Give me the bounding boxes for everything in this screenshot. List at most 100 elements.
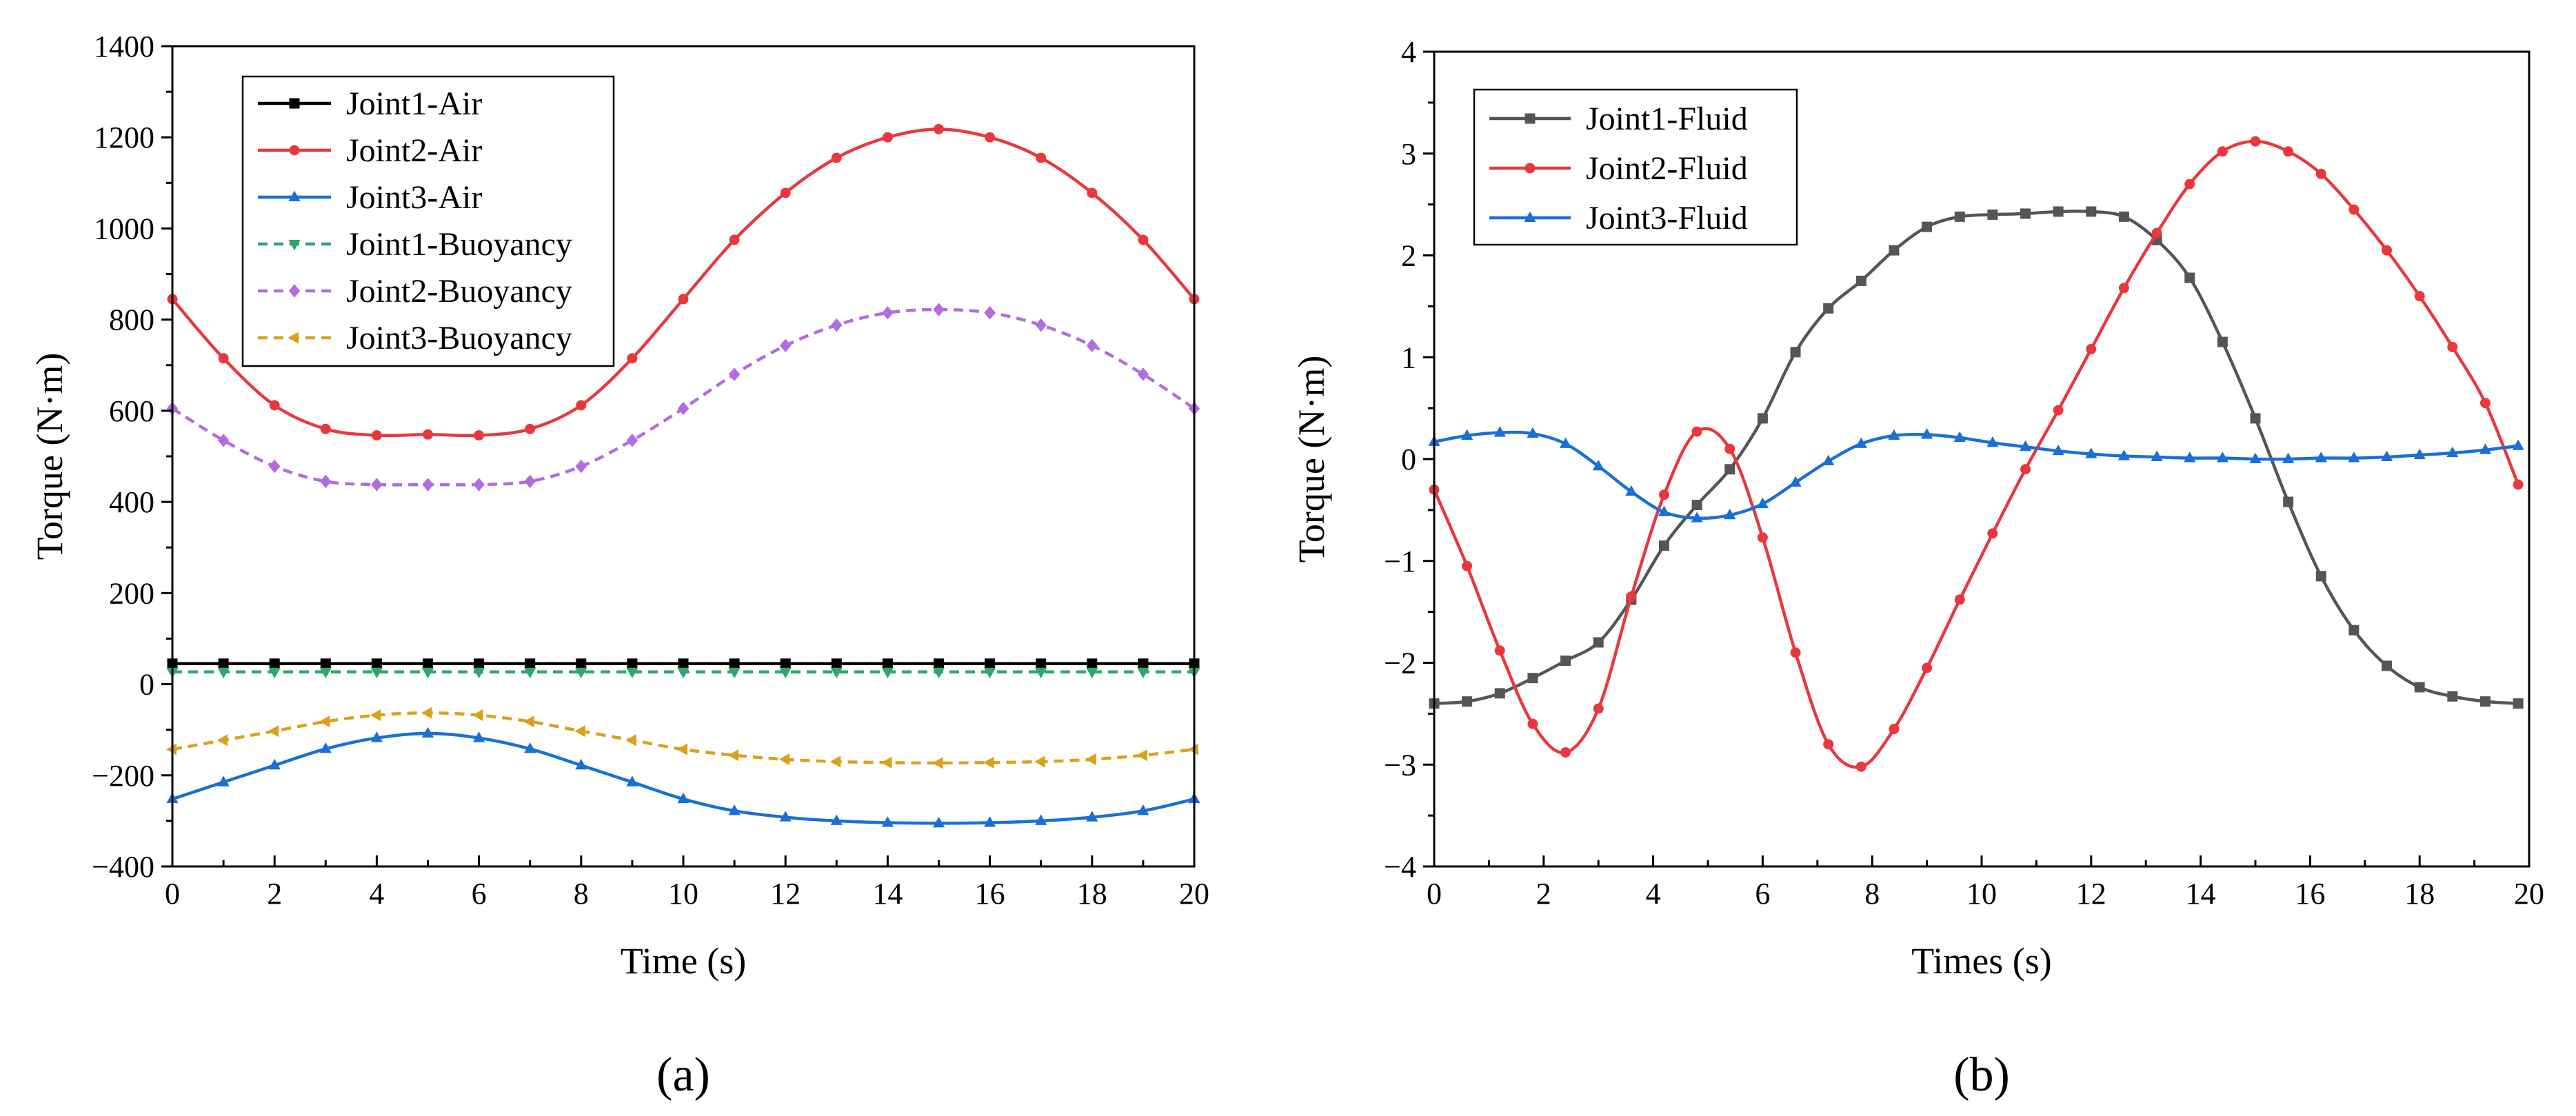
legend-marker [288, 190, 301, 201]
data-point [2250, 136, 2261, 147]
x-tick-label: 0 [1427, 877, 1442, 911]
data-point [932, 816, 945, 828]
data-point [423, 429, 433, 440]
data-point [779, 667, 792, 679]
data-point [1137, 667, 1149, 679]
data-point [1691, 499, 1702, 510]
legend-label: Joint1-Air [346, 85, 482, 122]
x-tick-label: 6 [472, 877, 487, 911]
data-point [1493, 426, 1506, 437]
legend-marker [288, 332, 299, 344]
data-point [2479, 443, 2492, 454]
data-point [1136, 749, 1147, 762]
data-point [1920, 428, 1933, 439]
data-point [1922, 221, 1933, 232]
data-point [575, 758, 587, 770]
data-point [371, 430, 382, 441]
data-point [625, 734, 636, 747]
data-point [881, 756, 892, 769]
data-point [524, 667, 536, 679]
data-point [1137, 367, 1149, 381]
y-tick-label: 1400 [94, 30, 154, 63]
x-axis-label: Times (s) [1911, 940, 2052, 982]
data-point [985, 658, 996, 669]
data-point [268, 667, 281, 679]
data-point [1855, 275, 1866, 286]
data-point [729, 234, 740, 245]
data-point [2118, 283, 2129, 294]
data-point [1593, 637, 1604, 648]
data-point [2053, 405, 2064, 416]
data-point [1592, 459, 1604, 471]
x-tick-label: 14 [2186, 877, 2216, 911]
x-tick-label: 10 [668, 877, 698, 911]
data-point [1461, 429, 1473, 440]
data-point [268, 725, 279, 738]
data-point [1494, 645, 1505, 656]
legend-label: Joint1-Fluid [1586, 101, 1748, 137]
chart-a: 0 2 4 6 8 10 12 14 16 18 20 −400 −200 0 200 400 600 800 10… [29, 30, 1209, 982]
legend: Joint1-Air Joint2-Air Joint3-Air Joint1-Buo… [241, 75, 615, 367]
x-tick-label: 16 [2295, 877, 2325, 911]
x-tick-label: 14 [872, 877, 903, 911]
data-point [576, 658, 587, 669]
x-tick-label: 4 [369, 877, 384, 911]
data-point [2086, 343, 2097, 354]
x-tick-label: 20 [1179, 877, 1209, 911]
y-tick-label: 0 [139, 668, 154, 702]
data-point [371, 658, 382, 669]
data-point [1035, 667, 1047, 679]
data-point [2479, 696, 2491, 707]
y-axis-label: Torque (N·m) [1291, 356, 1332, 563]
data-point [2019, 440, 2032, 452]
data-point [983, 667, 996, 679]
legend-frame [241, 75, 615, 367]
legend-marker [1525, 163, 1536, 174]
data-point [217, 734, 228, 747]
x-tick-label: 12 [770, 877, 801, 911]
y-tick-label: 200 [109, 576, 154, 610]
data-point [1035, 318, 1047, 332]
y-tick-label: 2 [1401, 239, 1416, 273]
y-tick-label: 400 [109, 485, 154, 519]
data-point [728, 667, 741, 679]
data-point [575, 667, 587, 679]
y-axis-label: Torque (N·m) [29, 353, 70, 560]
x-tick-label: 10 [1966, 877, 1997, 911]
data-point [474, 430, 485, 441]
series-joint3-air [166, 727, 1200, 828]
data-point [626, 775, 638, 787]
series-joint2-buoyancy [166, 303, 1200, 491]
data-point [2513, 698, 2524, 709]
legend-label: Joint3-Buoyancy [346, 320, 572, 356]
data-point [2184, 179, 2195, 190]
legend-marker [288, 240, 301, 251]
data-point [421, 707, 432, 719]
data-point [2020, 464, 2031, 475]
data-point [1790, 347, 1801, 358]
data-point [421, 727, 434, 738]
legend-marker [289, 98, 300, 109]
x-axis-label: Time (s) [621, 940, 747, 982]
data-point [831, 152, 842, 163]
data-point [2283, 146, 2294, 157]
data-point [2250, 413, 2261, 424]
y-tick-label: −1 [1384, 545, 1416, 578]
data-point [370, 667, 383, 679]
y-tick-label: 3 [1401, 137, 1416, 171]
data-point [1658, 505, 1671, 516]
data-point [473, 478, 485, 491]
y-tick-label: −200 [92, 759, 154, 793]
data-point [1087, 658, 1098, 669]
series-joint3-buoyancy [165, 707, 1198, 769]
data-point [319, 742, 332, 753]
data-point [576, 400, 587, 411]
data-point [882, 306, 894, 320]
y-tick-label: 800 [109, 303, 154, 337]
data-point [2085, 447, 2097, 458]
data-point [932, 667, 945, 679]
data-point [1823, 303, 1834, 314]
data-point [2382, 660, 2393, 671]
data-point [1527, 718, 1538, 729]
data-point [1036, 658, 1047, 669]
